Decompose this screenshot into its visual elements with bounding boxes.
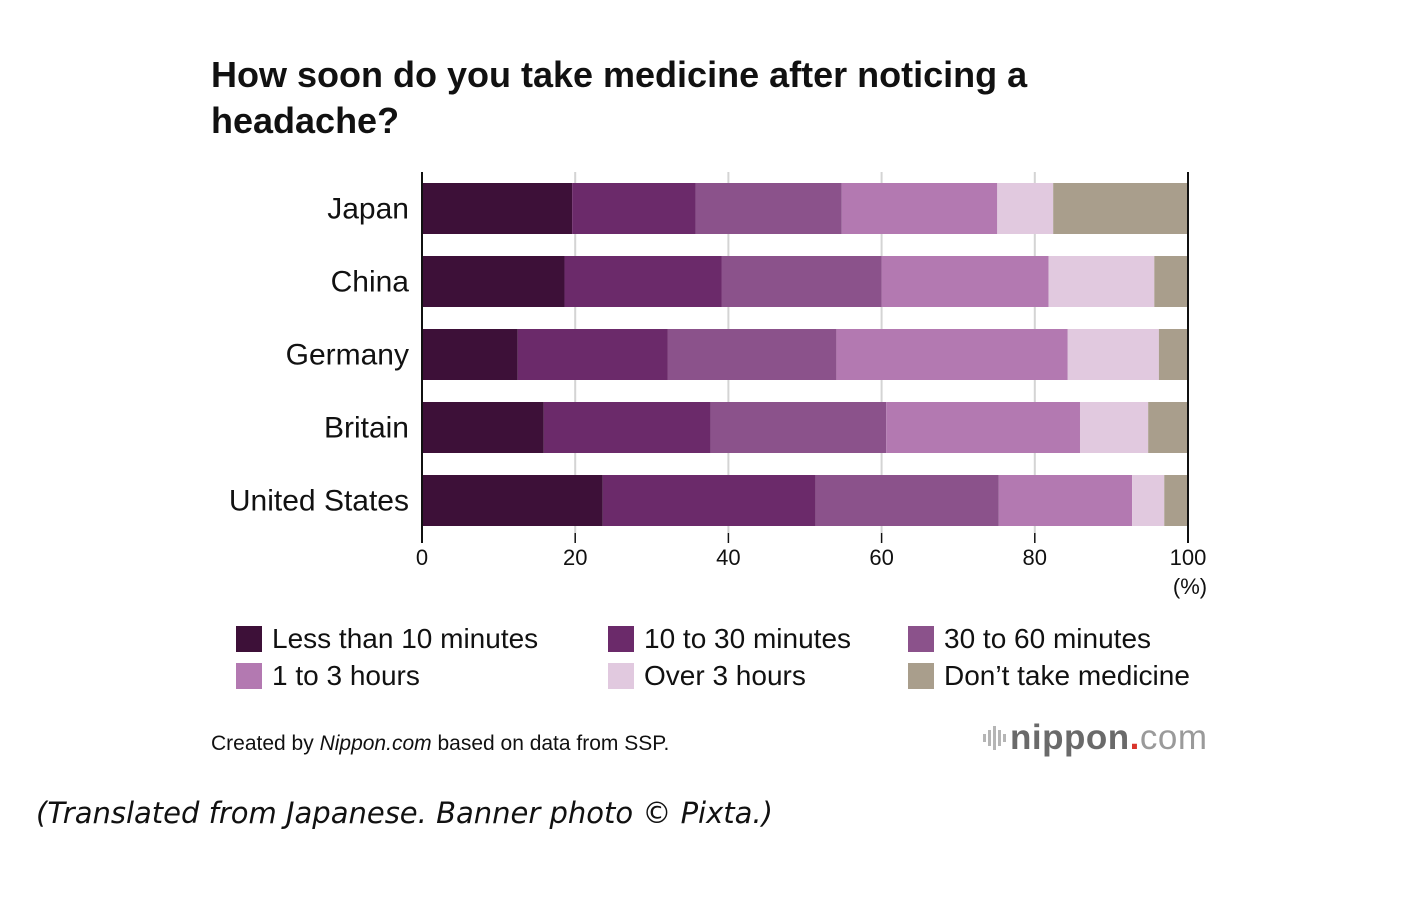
legend-item: 1 to 3 hours [236, 660, 420, 691]
bar-segment [1148, 402, 1188, 453]
bar-segment [543, 402, 711, 453]
source-credit: Created by Nippon.com based on data from… [211, 732, 669, 756]
bar-segment [1164, 475, 1188, 526]
logo-main: nippon [1010, 718, 1130, 757]
legend-label: Less than 10 minutes [272, 623, 539, 654]
legend-swatch [908, 663, 934, 689]
legend-swatch [236, 663, 262, 689]
bar-segment [1079, 402, 1149, 453]
bar-segment [1158, 329, 1188, 380]
logo-text: nippon.com [1010, 718, 1207, 758]
bar-segment [997, 183, 1054, 234]
legend-swatch [608, 626, 634, 652]
bar-segment [710, 402, 887, 453]
bar-segment [1053, 183, 1188, 234]
logo-mark-icon [983, 726, 1006, 750]
bar-segment [1067, 329, 1159, 380]
x-tick-label: 40 [716, 545, 740, 570]
footnote: (Translated from Japanese. Banner photo … [36, 796, 773, 830]
category-label: United States [229, 485, 409, 518]
labels: Japan China Germany Britain United States 0 20… [229, 193, 1207, 600]
x-tick-label: 0 [416, 545, 428, 570]
axes [421, 172, 1189, 543]
bar-segment [1132, 475, 1165, 526]
nippon-logo: nippon.com [982, 718, 1207, 758]
x-tick-label: 20 [563, 545, 587, 570]
credit-source: Nippon.com [319, 732, 432, 755]
bar-segment [841, 183, 998, 234]
bar-segment [422, 329, 518, 380]
legend-item: Less than 10 minutes [236, 623, 539, 654]
bar-segment [998, 475, 1133, 526]
legend-swatch [236, 626, 262, 652]
category-label: China [331, 266, 410, 299]
category-label: Germany [286, 339, 409, 372]
legend-item: Over 3 hours [608, 660, 806, 691]
bar-segment [695, 183, 842, 234]
legend-item: 10 to 30 minutes [608, 623, 852, 654]
x-tick-label: 60 [869, 545, 893, 570]
legend-swatch [908, 626, 934, 652]
legend-label: 1 to 3 hours [272, 660, 420, 691]
legend-label: 10 to 30 minutes [644, 623, 852, 654]
logo-com: com [1139, 718, 1208, 757]
stacked-bar-chart: Japan China Germany Britain United States 0 20… [229, 172, 1207, 600]
bar-segment [721, 256, 882, 307]
legend-label: Don’t take medicine [944, 660, 1190, 691]
category-label: Japan [327, 193, 409, 226]
legend-label: 30 to 60 minutes [944, 623, 1152, 654]
chart-title: How soon do you take medicine after noti… [211, 54, 1028, 141]
bar-segment [572, 183, 696, 234]
bars [422, 183, 1188, 526]
bar-segment [422, 183, 573, 234]
legend-item: 30 to 60 minutes [908, 623, 1152, 654]
category-label: Britain [324, 412, 409, 445]
bar-segment [1154, 256, 1188, 307]
bar-segment [667, 329, 837, 380]
bar-segment [815, 475, 999, 526]
credit-suffix: based on data from SSP. [431, 732, 670, 755]
x-tick-label: 80 [1023, 545, 1047, 570]
bar-segment [886, 402, 1080, 453]
bar-segment [422, 256, 565, 307]
x-tick-label: 100 [1170, 545, 1207, 570]
bar-segment [1048, 256, 1155, 307]
bar-segment [881, 256, 1049, 307]
x-unit-label: (%) [1173, 574, 1207, 599]
legend-swatch [608, 663, 634, 689]
legend-item: Don’t take medicine [908, 660, 1190, 691]
bar-segment [517, 329, 668, 380]
bar-segment [564, 256, 722, 307]
credit-prefix: Created by [211, 732, 320, 755]
bar-segment [422, 475, 603, 526]
bar-segment [422, 402, 544, 453]
bar-segment [602, 475, 816, 526]
bar-segment [836, 329, 1068, 380]
legend-label: Over 3 hours [644, 660, 806, 691]
logo-dot: . [1129, 718, 1140, 757]
